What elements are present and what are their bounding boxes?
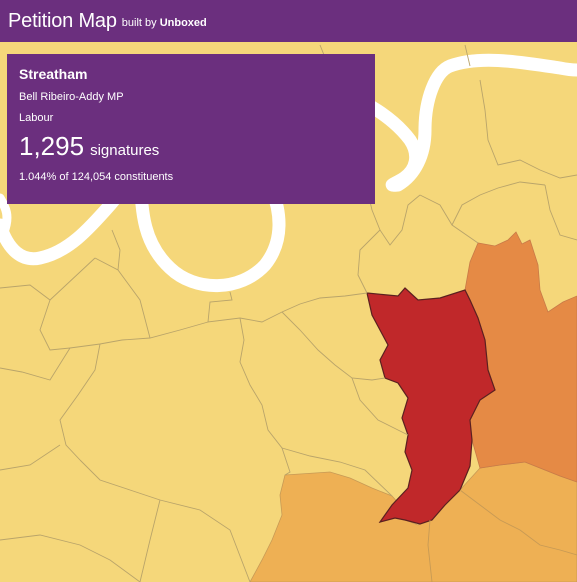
constituency-borders <box>0 44 577 582</box>
signatures-count: 1,295 <box>19 131 85 161</box>
built-by-brand[interactable]: Unboxed <box>159 17 207 29</box>
built-by-prefix: built by <box>121 17 157 29</box>
app-title[interactable]: Petition Map <box>8 10 117 32</box>
built-by-credit[interactable]: built by Unboxed <box>122 17 207 29</box>
constituency-info-panel: Streatham Bell Ribeiro-Addy MP Labour 1,… <box>7 54 375 204</box>
mp-name: Bell Ribeiro-Addy MP <box>19 91 124 103</box>
constituency-name: Streatham <box>19 66 88 82</box>
constituent-share: 1.044% of 124,054 constituents <box>19 171 174 183</box>
signatures-line: 1,295 signatures <box>19 131 363 161</box>
app-header: Petition Map built by Unboxed <box>0 0 577 42</box>
party-name: Labour <box>19 112 54 124</box>
constituency-streatham[interactable] <box>366 287 496 525</box>
river-thames-inlet <box>0 193 12 237</box>
signatures-label: signatures <box>90 142 160 159</box>
